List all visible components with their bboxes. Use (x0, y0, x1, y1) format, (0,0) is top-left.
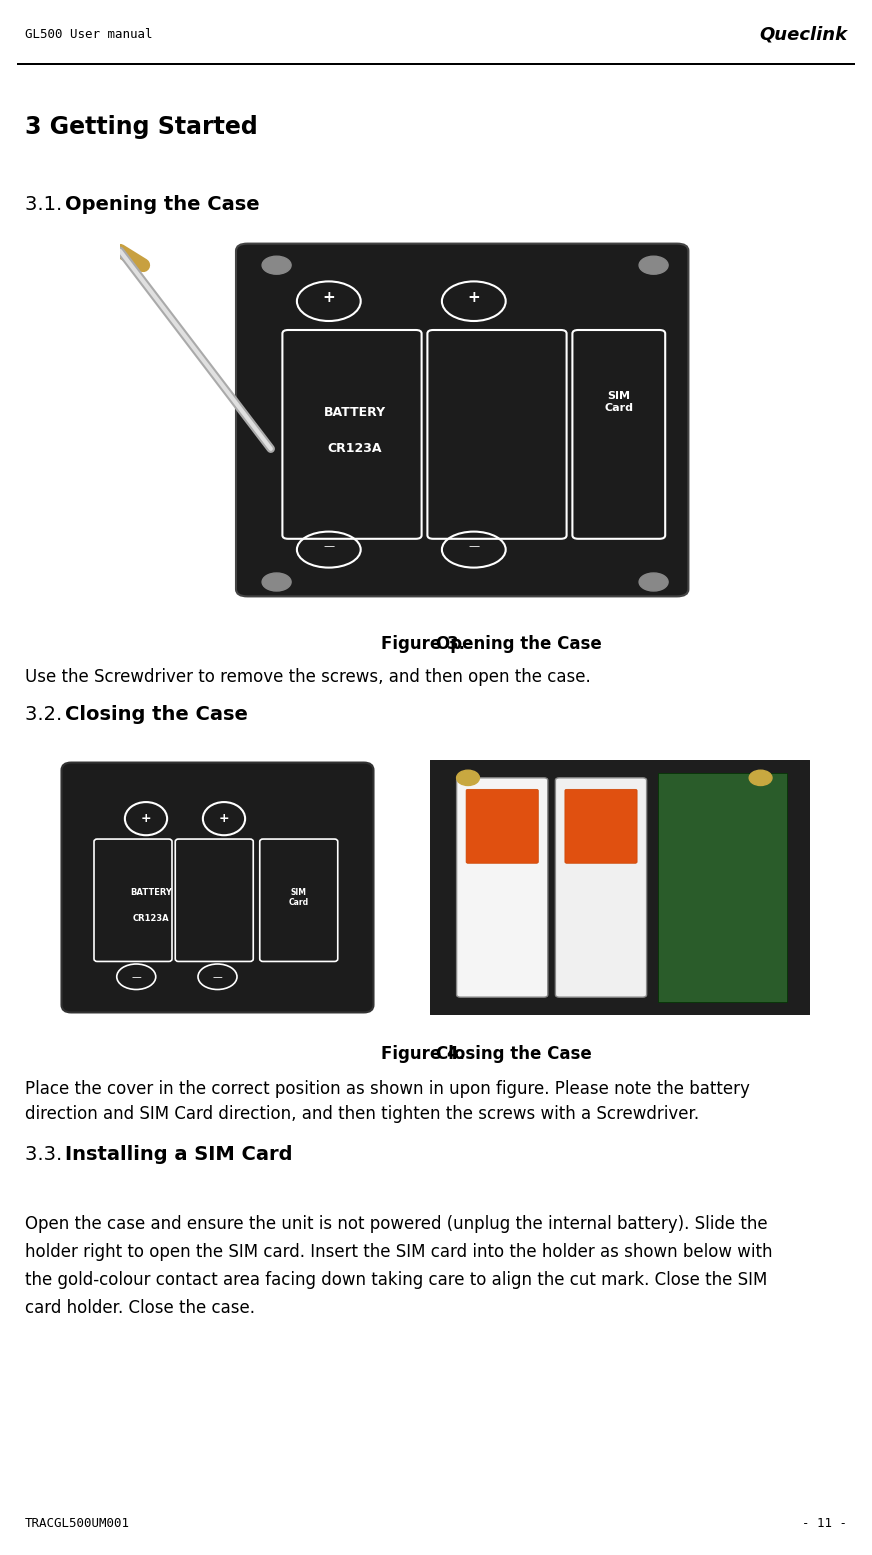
Text: - 11 -: - 11 - (802, 1518, 847, 1530)
Text: Opening the Case: Opening the Case (65, 194, 260, 215)
Text: —: — (324, 541, 334, 550)
Text: SIM
Card: SIM Card (289, 888, 309, 908)
FancyBboxPatch shape (457, 778, 548, 997)
Text: 3 Getting Started: 3 Getting Started (25, 115, 258, 138)
Text: Figure 3.: Figure 3. (381, 634, 465, 653)
Text: Opening the Case: Opening the Case (436, 634, 602, 653)
FancyBboxPatch shape (236, 244, 688, 597)
Text: Use the Screwdriver to remove the screws, and then open the case.: Use the Screwdriver to remove the screws… (25, 669, 590, 686)
Text: +: + (219, 812, 229, 826)
FancyBboxPatch shape (555, 778, 647, 997)
Text: Closing the Case: Closing the Case (65, 704, 248, 725)
FancyBboxPatch shape (62, 762, 373, 1012)
Text: Place the cover in the correct position as shown in upon figure. Please note the: Place the cover in the correct position … (25, 1081, 750, 1098)
Text: +: + (467, 291, 480, 305)
Text: Figure 4.: Figure 4. (381, 1045, 465, 1064)
Text: CR123A: CR123A (328, 442, 382, 456)
Text: CR123A: CR123A (133, 914, 169, 922)
Text: SIM
Card: SIM Card (604, 392, 633, 412)
Text: GL500 User manual: GL500 User manual (25, 28, 153, 42)
Text: TRACGL500UM001: TRACGL500UM001 (25, 1518, 130, 1530)
Circle shape (262, 572, 291, 591)
FancyBboxPatch shape (260, 840, 337, 961)
Text: direction and SIM Card direction, and then tighten the screws with a Screwdriver: direction and SIM Card direction, and th… (25, 1106, 699, 1123)
Text: Installing a SIM Card: Installing a SIM Card (65, 1144, 292, 1165)
Text: —: — (468, 541, 480, 550)
Text: Queclink: Queclink (759, 26, 847, 44)
Text: BATTERY: BATTERY (130, 888, 172, 897)
Circle shape (749, 770, 772, 785)
Text: BATTERY: BATTERY (324, 406, 386, 420)
Text: card holder. Close the case.: card holder. Close the case. (25, 1298, 255, 1317)
FancyBboxPatch shape (467, 790, 538, 863)
Text: —: — (213, 972, 222, 981)
FancyBboxPatch shape (283, 330, 421, 538)
Text: +: + (140, 812, 152, 826)
FancyBboxPatch shape (427, 330, 567, 538)
FancyBboxPatch shape (426, 757, 814, 1017)
Text: Closing the Case: Closing the Case (436, 1045, 592, 1064)
FancyBboxPatch shape (94, 840, 172, 961)
Circle shape (262, 257, 291, 274)
Circle shape (639, 257, 668, 274)
FancyBboxPatch shape (175, 840, 253, 961)
Circle shape (639, 572, 668, 591)
Text: Open the case and ensure the unit is not powered (unplug the internal battery). : Open the case and ensure the unit is not… (25, 1214, 767, 1233)
Text: the gold-colour contact area facing down taking care to align the cut mark. Clos: the gold-colour contact area facing down… (25, 1270, 767, 1289)
Text: 3.3.: 3.3. (25, 1144, 69, 1165)
FancyBboxPatch shape (658, 773, 787, 1003)
Text: holder right to open the SIM card. Insert the SIM card into the holder as shown : holder right to open the SIM card. Inser… (25, 1242, 773, 1261)
Text: 3.1.: 3.1. (25, 194, 69, 215)
FancyBboxPatch shape (572, 330, 665, 538)
FancyBboxPatch shape (565, 790, 637, 863)
Circle shape (457, 770, 480, 785)
Text: +: + (323, 291, 335, 305)
Text: —: — (132, 972, 141, 981)
Text: 3.2.: 3.2. (25, 704, 69, 725)
